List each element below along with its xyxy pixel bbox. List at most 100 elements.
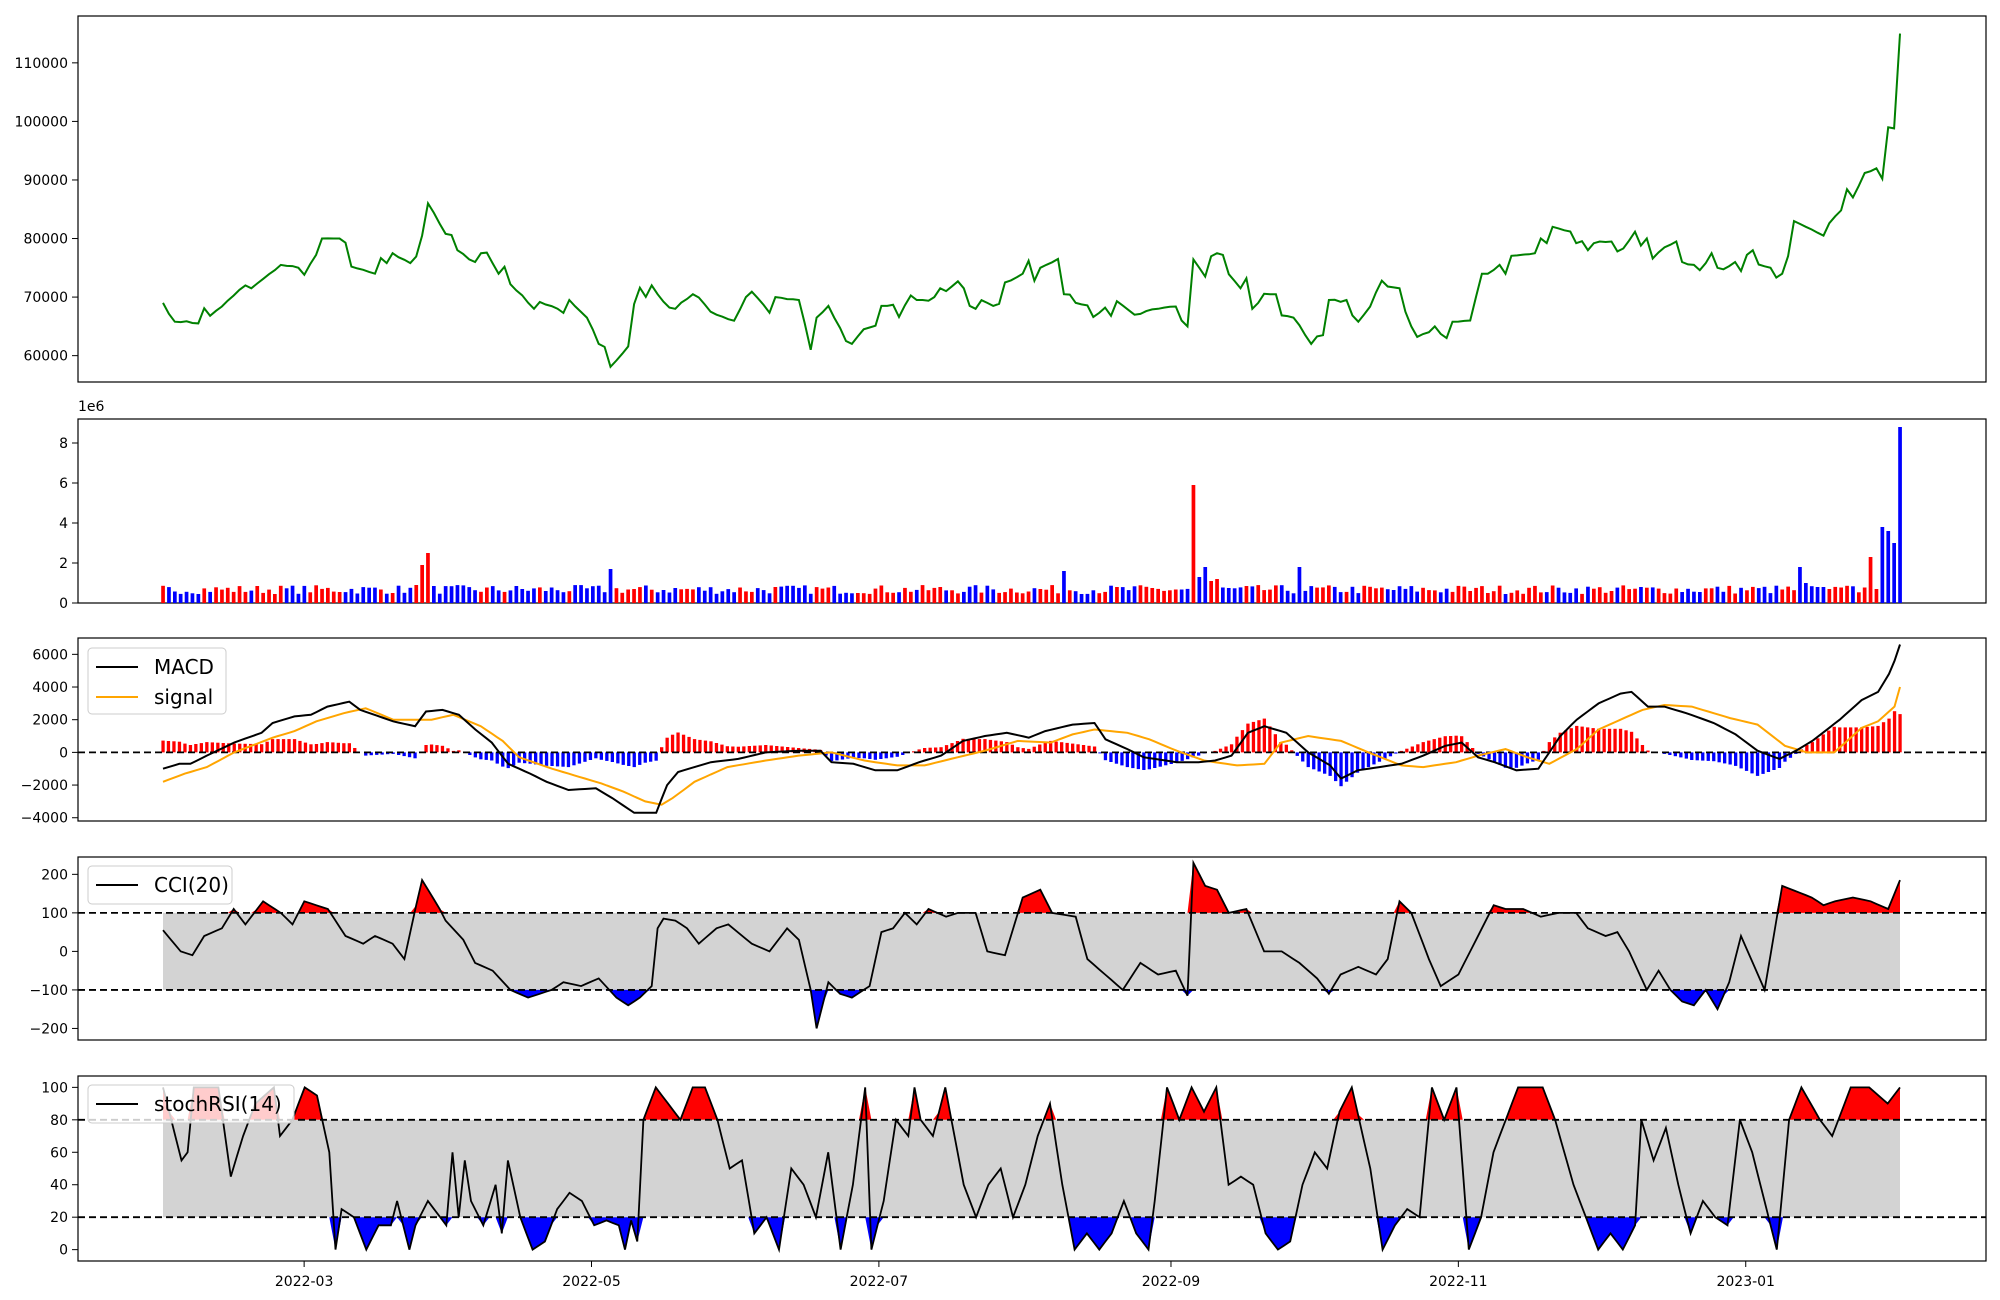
x-tick-label: 2022-07: [850, 1274, 909, 1290]
volume-bar: [349, 588, 354, 603]
macd-histogram-bar: [1328, 752, 1332, 776]
macd-histogram-bar: [1744, 752, 1749, 771]
volume-bar: [1804, 583, 1808, 603]
macd-histogram-bar: [534, 752, 538, 765]
macd-histogram-bar: [479, 752, 483, 760]
macd-histogram-bar: [1388, 752, 1393, 757]
macd-histogram-bar: [1344, 752, 1349, 782]
macd-histogram-bar: [353, 748, 357, 753]
macd-histogram-bar: [539, 752, 543, 766]
macd-histogram-bar: [1547, 742, 1551, 753]
volume-bar: [526, 590, 530, 603]
macd-histogram-bar: [670, 734, 675, 753]
volume-bar: [644, 585, 648, 603]
volume-bar: [867, 593, 872, 603]
volume-bar: [1497, 585, 1502, 603]
macd-histogram-bar: [676, 732, 680, 753]
macd-histogram-bar: [917, 749, 921, 753]
macd-histogram-bar: [435, 745, 439, 753]
macd-histogram-bar: [1892, 711, 1897, 753]
volume-bar: [1368, 586, 1372, 603]
macd-histogram-bar: [501, 752, 505, 767]
macd-histogram-bar: [627, 752, 631, 766]
volume-bar: [1244, 586, 1249, 603]
macd-histogram-bar: [890, 752, 894, 758]
volume-bar: [1462, 586, 1467, 603]
macd-histogram-bar: [1284, 744, 1288, 753]
volume-bar: [1050, 585, 1054, 603]
macd-histogram-bar: [649, 752, 653, 762]
volume-ytick-label: 6: [59, 476, 68, 492]
macd-histogram-bar: [166, 741, 171, 753]
price-ytick-label: 100000: [15, 114, 68, 130]
cci-overbought-fill: [163, 862, 1900, 913]
volume-bar: [1645, 587, 1649, 603]
volume-bar: [538, 587, 542, 603]
stochrsi-line: [162, 1084, 1901, 1254]
macd-histogram-bar: [1164, 752, 1168, 766]
macd-histogram-bar: [895, 752, 899, 757]
macd-histogram-bar: [490, 752, 494, 761]
macd-histogram-bar: [298, 740, 302, 753]
macd-histogram-bar: [599, 752, 603, 760]
macd-histogram-bar: [643, 752, 647, 763]
volume-bar: [1009, 588, 1013, 603]
volume-bar: [361, 587, 366, 603]
macd-histogram-bar: [851, 752, 856, 758]
macd-histogram-bar: [249, 743, 253, 753]
volume-bar: [1427, 590, 1431, 603]
macd-histogram-bar: [1438, 737, 1442, 753]
volume-bar: [1433, 590, 1437, 603]
volume-bar: [1026, 591, 1031, 603]
volume-bar: [1639, 587, 1643, 603]
macd-histogram-bar: [1410, 746, 1414, 753]
volume-bar: [1173, 589, 1178, 603]
macd-histogram-bar: [1854, 727, 1858, 753]
volume-bar: [355, 593, 360, 603]
macd-histogram-bar: [753, 745, 757, 753]
volume-bar: [1197, 577, 1202, 603]
volume-bar: [844, 592, 848, 603]
macd-histogram-bar: [1432, 739, 1436, 753]
macd-histogram-bar: [292, 739, 297, 753]
macd-histogram-bar: [1339, 752, 1343, 787]
macd-histogram-bar: [1147, 752, 1151, 770]
volume-bar: [891, 592, 895, 603]
volume-bar: [1533, 585, 1537, 603]
volume-bar: [1656, 588, 1661, 603]
macd-histogram-bar: [1777, 752, 1782, 768]
volume-bar: [1085, 593, 1090, 603]
cci-legend-label: CCI(20): [154, 873, 229, 897]
volume-bar: [808, 593, 813, 603]
volume-bar: [691, 589, 695, 603]
macd-ytick-label: 6000: [32, 647, 68, 663]
volume-bar: [909, 591, 913, 603]
volume-bar: [1091, 590, 1096, 603]
volume-bar: [273, 594, 277, 603]
cci-ytick-label: −200: [30, 1021, 68, 1037]
volume-bar: [1350, 586, 1355, 603]
macd-histogram-bar: [1065, 742, 1069, 753]
volume-bar: [1650, 587, 1655, 603]
volume-bar: [1438, 592, 1443, 603]
volume-ytick-label: 8: [59, 436, 68, 452]
macd-histogram-bar: [1602, 728, 1606, 753]
volume-bar: [1597, 587, 1602, 603]
volume-bar: [202, 588, 207, 603]
cci-axes-frame: [77, 856, 1987, 1041]
volume-bar: [791, 585, 795, 603]
macd-histogram-bar: [265, 741, 269, 753]
volume-bar: [1745, 590, 1749, 603]
macd-histogram-bar: [1679, 752, 1683, 758]
volume-bar: [708, 587, 713, 603]
volume-bar: [467, 587, 472, 603]
volume-bar: [632, 589, 636, 603]
macd-histogram-bar: [714, 743, 719, 753]
volume-bar: [1668, 593, 1673, 603]
volume-bar: [979, 592, 984, 603]
macd-histogram-bar: [1471, 748, 1475, 753]
cci-band: [163, 912, 1900, 990]
volume-bar: [1627, 589, 1631, 603]
volume-bar: [1756, 588, 1761, 603]
volume-bar: [296, 593, 301, 603]
